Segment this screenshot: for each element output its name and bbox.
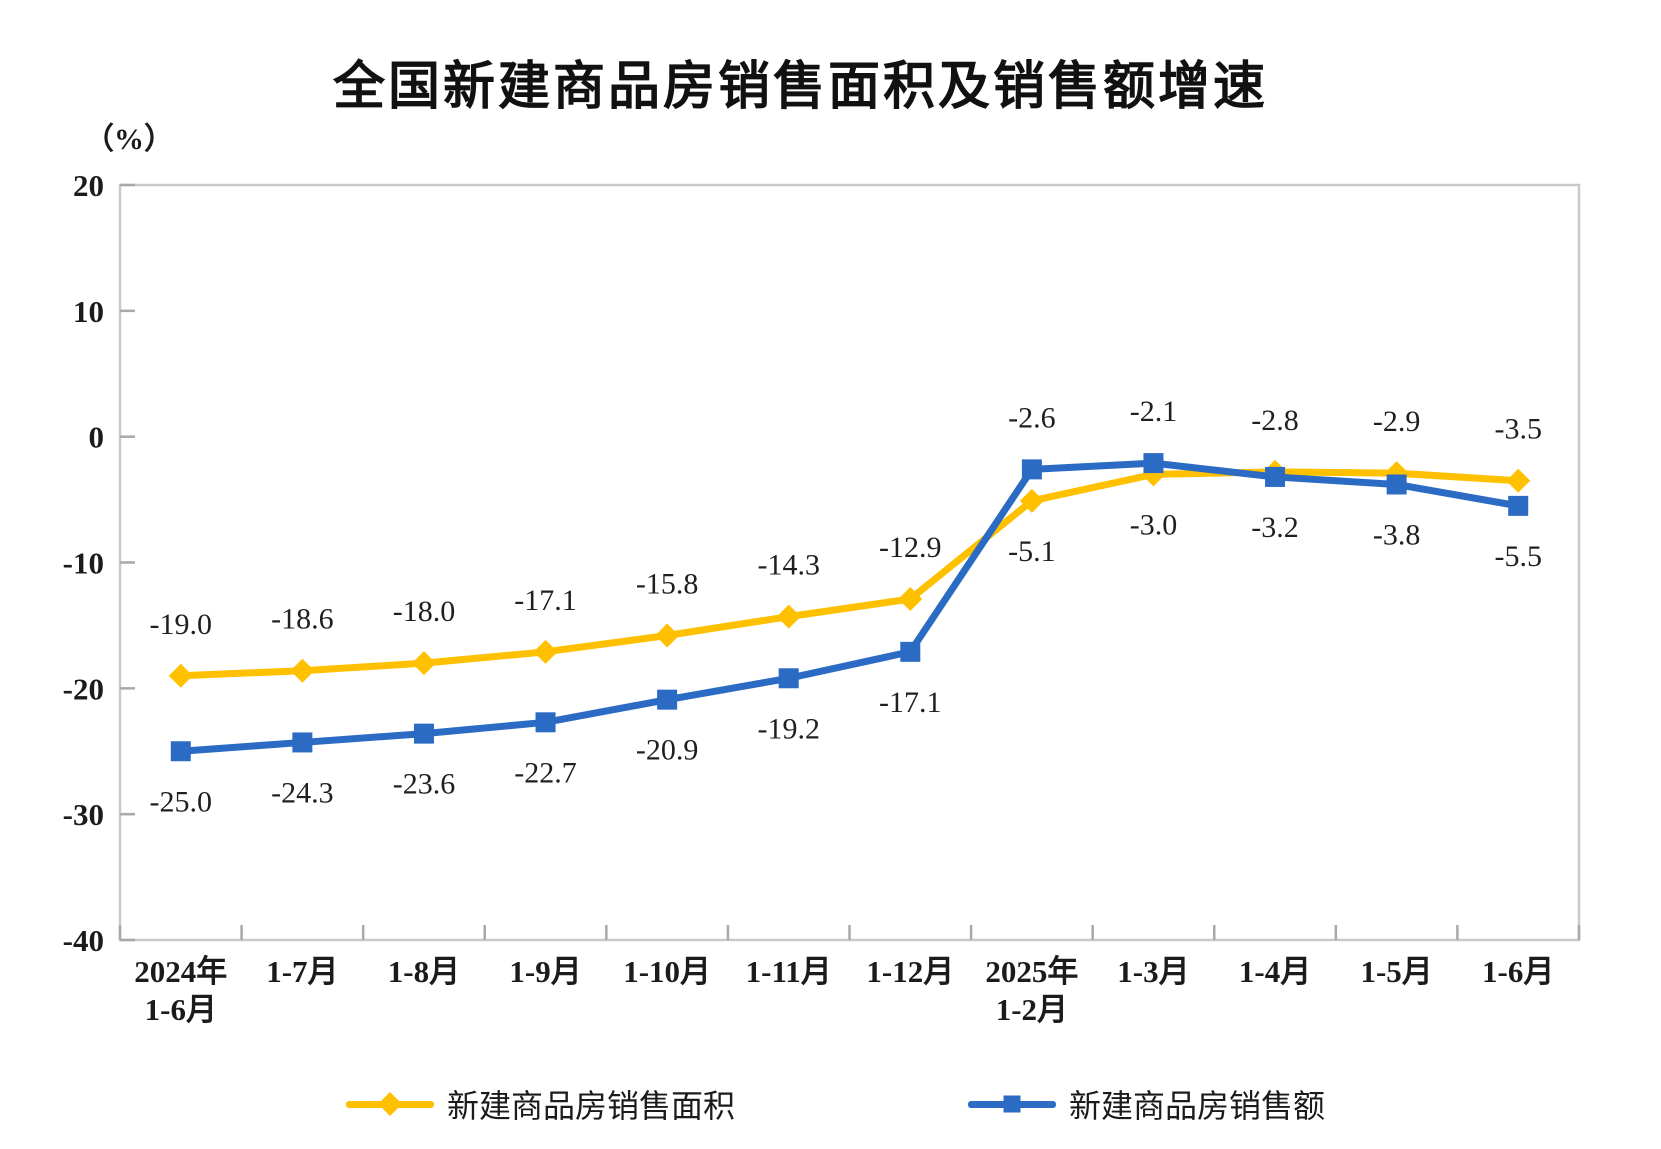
plot-border xyxy=(118,183,1581,942)
data-point-label: -19.2 xyxy=(757,712,820,745)
series-line-1 xyxy=(177,459,1522,755)
y-axis-tick-label: -30 xyxy=(63,797,104,832)
data-point-label: -5.1 xyxy=(1008,535,1056,568)
x-category-label: 1-5月 xyxy=(1360,954,1432,989)
data-point-label: -3.0 xyxy=(1130,508,1178,541)
data-point-label: -2.8 xyxy=(1251,404,1299,437)
data-point-label: -12.9 xyxy=(879,531,942,564)
data-point-marker xyxy=(1386,474,1407,495)
x-category-label: 1-7月 xyxy=(266,954,338,989)
data-point-label: -20.9 xyxy=(636,734,699,767)
x-category-label: 1-6月 xyxy=(145,992,217,1027)
data-point-marker xyxy=(292,732,313,753)
data-point-marker xyxy=(413,723,434,744)
y-axis-tick-label: 10 xyxy=(73,294,104,329)
data-point-marker xyxy=(411,651,436,676)
data-point-marker xyxy=(898,586,923,611)
data-point-label: -3.8 xyxy=(1373,518,1421,551)
data-point-marker xyxy=(657,689,678,710)
data-point-label: -22.7 xyxy=(514,756,577,789)
data-point-label: -14.3 xyxy=(757,549,820,582)
legend-line-sales-area xyxy=(346,1091,434,1117)
x-category-label: 1-10月 xyxy=(623,954,711,989)
data-point-marker xyxy=(1143,453,1164,474)
diamond-marker-icon xyxy=(377,1091,403,1117)
y-axis-tick-label: -40 xyxy=(63,923,104,958)
data-point-marker xyxy=(1265,466,1286,487)
legend-item-sales-area: 新建商品房销售面积 xyxy=(346,1085,735,1124)
x-category-label: 1-2月 xyxy=(996,992,1068,1027)
chart-title: 全国新建商品房销售面积及销售额增速 xyxy=(332,58,1268,116)
x-category-label: 1-8月 xyxy=(388,954,460,989)
data-point-marker xyxy=(290,658,315,683)
y-axis-tick-label: 20 xyxy=(73,168,104,203)
data-point-label: -24.3 xyxy=(271,776,334,809)
data-point-label: -2.1 xyxy=(1130,395,1178,428)
x-category-label: 1-4月 xyxy=(1239,954,1311,989)
data-point-label: -2.9 xyxy=(1373,405,1421,438)
x-category-label: 1-11月 xyxy=(746,954,832,989)
y-axis-unit-label: （%） xyxy=(84,123,174,156)
y-axis-tick-label: 0 xyxy=(89,420,105,455)
data-point-label: -3.5 xyxy=(1494,413,1542,446)
legend-label-sales-area: 新建商品房销售面积 xyxy=(447,1088,736,1124)
data-point-marker xyxy=(900,641,921,662)
data-point-marker xyxy=(1021,459,1042,480)
legend-label-sales-amount: 新建商品房销售额 xyxy=(1069,1088,1326,1124)
data-point-marker xyxy=(778,668,799,689)
square-marker-icon xyxy=(1003,1095,1021,1113)
legend-line-sales-amount xyxy=(968,1095,1056,1113)
data-point-marker xyxy=(170,741,191,762)
x-category-label: 1-3月 xyxy=(1117,954,1189,989)
data-point-marker xyxy=(1019,488,1044,513)
data-point-marker xyxy=(1508,495,1529,516)
data-point-label: -5.5 xyxy=(1494,540,1542,573)
data-point-label: -17.1 xyxy=(879,686,942,719)
x-category-label: 2024年 xyxy=(134,954,227,989)
data-point-label: -18.6 xyxy=(271,603,334,636)
data-point-marker xyxy=(535,712,556,733)
y-axis-tick-label: -10 xyxy=(63,546,104,581)
x-category-label: 1-12月 xyxy=(866,954,954,989)
data-point-label: -3.2 xyxy=(1251,511,1299,544)
data-point-label: -19.0 xyxy=(150,608,213,641)
data-point-marker xyxy=(533,639,558,664)
data-point-label: -15.8 xyxy=(636,567,699,600)
data-point-marker xyxy=(1506,468,1531,493)
y-axis-tick-label: -20 xyxy=(63,671,104,706)
x-category-label: 1-9月 xyxy=(509,954,581,989)
data-point-label: -18.0 xyxy=(393,595,456,628)
data-point-label: -17.1 xyxy=(514,584,577,617)
data-point-label: -2.6 xyxy=(1008,401,1056,434)
x-category-label: 2025年 xyxy=(985,954,1078,989)
legend-item-sales-amount: 新建商品房销售额 xyxy=(968,1085,1325,1124)
x-category-label: 1-6月 xyxy=(1482,954,1554,989)
data-point-marker xyxy=(776,604,801,629)
data-point-marker xyxy=(655,623,680,648)
series-line-0 xyxy=(177,468,1522,680)
data-point-label: -23.6 xyxy=(393,768,456,801)
data-point-marker xyxy=(168,663,193,688)
data-point-label: -25.0 xyxy=(150,785,213,818)
